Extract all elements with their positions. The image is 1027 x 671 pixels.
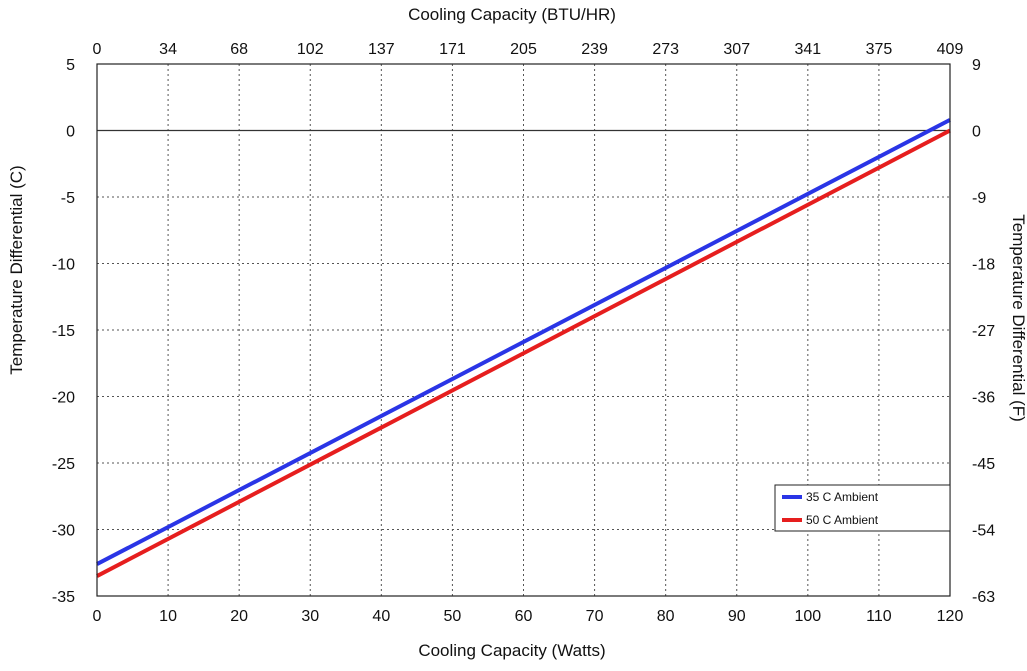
y-tick-label: -15 xyxy=(52,323,75,340)
x2-tick-label: 171 xyxy=(439,41,466,58)
x-axis-title: Cooling Capacity (Watts) xyxy=(418,641,605,660)
x2-tick-label: 68 xyxy=(230,41,248,58)
y2-tick-label: -63 xyxy=(972,589,995,606)
x2-tick-label: 137 xyxy=(368,41,395,58)
y2-tick-label: -27 xyxy=(972,323,995,340)
x-tick-label: 40 xyxy=(372,608,390,625)
series-line-35c-ambient xyxy=(96,118,951,566)
y-axis-left-ticks: 5 0 -5 -10 -15 -20 -25 -30 -35 xyxy=(52,57,75,606)
y2-tick-label: 0 xyxy=(972,124,981,141)
x-tick-label: 50 xyxy=(444,608,462,625)
y-axis-right-ticks: 9 0 -9 -18 -27 -36 -45 -54 -63 xyxy=(972,57,995,606)
y2-tick-label: -18 xyxy=(972,257,995,274)
x-tick-label: 110 xyxy=(866,608,892,625)
y-tick-label: -20 xyxy=(52,390,75,407)
x-tick-label: 100 xyxy=(794,608,821,625)
y-tick-label: 0 xyxy=(66,124,75,141)
x2-tick-label: 102 xyxy=(297,41,324,58)
x2-tick-label: 0 xyxy=(93,41,102,58)
x2-tick-label: 375 xyxy=(866,41,893,58)
x-tick-label: 80 xyxy=(657,608,675,625)
x2-tick-label: 34 xyxy=(159,41,177,58)
x-axis-bottom-ticks: 0 10 20 30 40 50 60 70 80 90 100 110 120 xyxy=(93,608,964,625)
x-tick-label: 0 xyxy=(93,608,102,625)
series-lines xyxy=(96,118,951,578)
y2-tick-label: -36 xyxy=(972,390,995,407)
y2-tick-label: -54 xyxy=(972,523,995,540)
y2-tick-label: 9 xyxy=(972,57,981,74)
x2-tick-label: 307 xyxy=(723,41,750,58)
y2-axis-title: Temperature Differential (F) xyxy=(1009,214,1027,422)
x2-tick-label: 409 xyxy=(937,41,964,58)
x-axis-top-ticks: 0 34 68 102 137 171 205 239 273 307 341 375 409 xyxy=(93,41,964,58)
legend-label-35c: 35 C Ambient xyxy=(806,490,879,504)
series-line-50c-ambient xyxy=(96,128,951,578)
y2-tick-label: -45 xyxy=(972,456,995,473)
y-tick-label: -30 xyxy=(52,523,75,540)
x-tick-label: 120 xyxy=(937,608,964,625)
plot-frame xyxy=(96,63,951,597)
x-tick-label: 90 xyxy=(728,608,746,625)
legend-box xyxy=(774,484,951,532)
x-tick-label: 20 xyxy=(230,608,248,625)
x-tick-label: 70 xyxy=(586,608,604,625)
x-tick-label: 10 xyxy=(159,608,177,625)
y-tick-label: -5 xyxy=(61,190,75,207)
y-tick-label: -10 xyxy=(52,257,75,274)
x2-axis-title: Cooling Capacity (BTU/HR) xyxy=(408,5,616,24)
y-tick-label: -35 xyxy=(52,589,75,606)
y-tick-label: -25 xyxy=(52,456,75,473)
x-tick-label: 60 xyxy=(515,608,533,625)
legend: 35 C Ambient 50 C Ambient xyxy=(774,484,951,532)
x-tick-label: 30 xyxy=(301,608,319,625)
x2-tick-label: 273 xyxy=(652,41,679,58)
x2-tick-label: 341 xyxy=(794,41,821,58)
y2-tick-label: -9 xyxy=(972,190,986,207)
y-tick-label: 5 xyxy=(66,57,75,74)
x2-tick-label: 205 xyxy=(510,41,537,58)
x2-tick-label: 239 xyxy=(581,41,608,58)
y-axis-title: Temperature Differential (C) xyxy=(7,165,26,374)
legend-label-50c: 50 C Ambient xyxy=(806,513,879,527)
